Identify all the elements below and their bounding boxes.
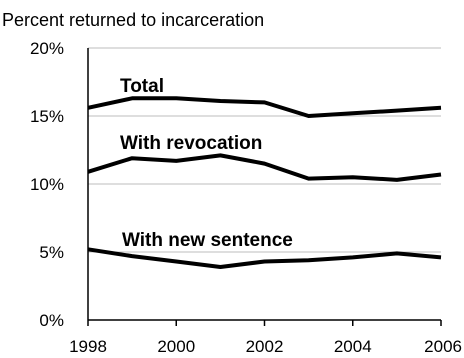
series-line-with-revocation xyxy=(87,153,442,182)
gridlines xyxy=(88,47,441,253)
chart-title: Percent returned to incarceration xyxy=(2,10,264,30)
x-tick-label: 2002 xyxy=(246,337,284,356)
series-label: With new sentence xyxy=(122,230,293,251)
series-label: With revocation xyxy=(120,133,262,154)
axes xyxy=(87,48,442,326)
y-tick-label: 15% xyxy=(30,107,64,126)
series-label: Total xyxy=(120,76,164,97)
x-tick-label: 2006 xyxy=(424,337,462,356)
y-tick-label: 5% xyxy=(39,243,64,262)
y-tick-label: 0% xyxy=(39,311,64,330)
x-tick-label: 1998 xyxy=(69,337,107,356)
x-tick-label: 2004 xyxy=(334,337,372,356)
series-lines xyxy=(87,96,442,269)
y-tick-label: 10% xyxy=(30,175,64,194)
series-line-total xyxy=(87,96,442,118)
x-tick-label: 2000 xyxy=(157,337,195,356)
series-labels: Total With revocation With new sentence xyxy=(120,76,293,251)
series-line-with-new-sentence xyxy=(87,247,442,269)
y-tick-label: 20% xyxy=(30,39,64,58)
tick-labels: 0% 5% 10% 15% 20% 1998 2000 2002 2004 2006 xyxy=(30,39,462,356)
